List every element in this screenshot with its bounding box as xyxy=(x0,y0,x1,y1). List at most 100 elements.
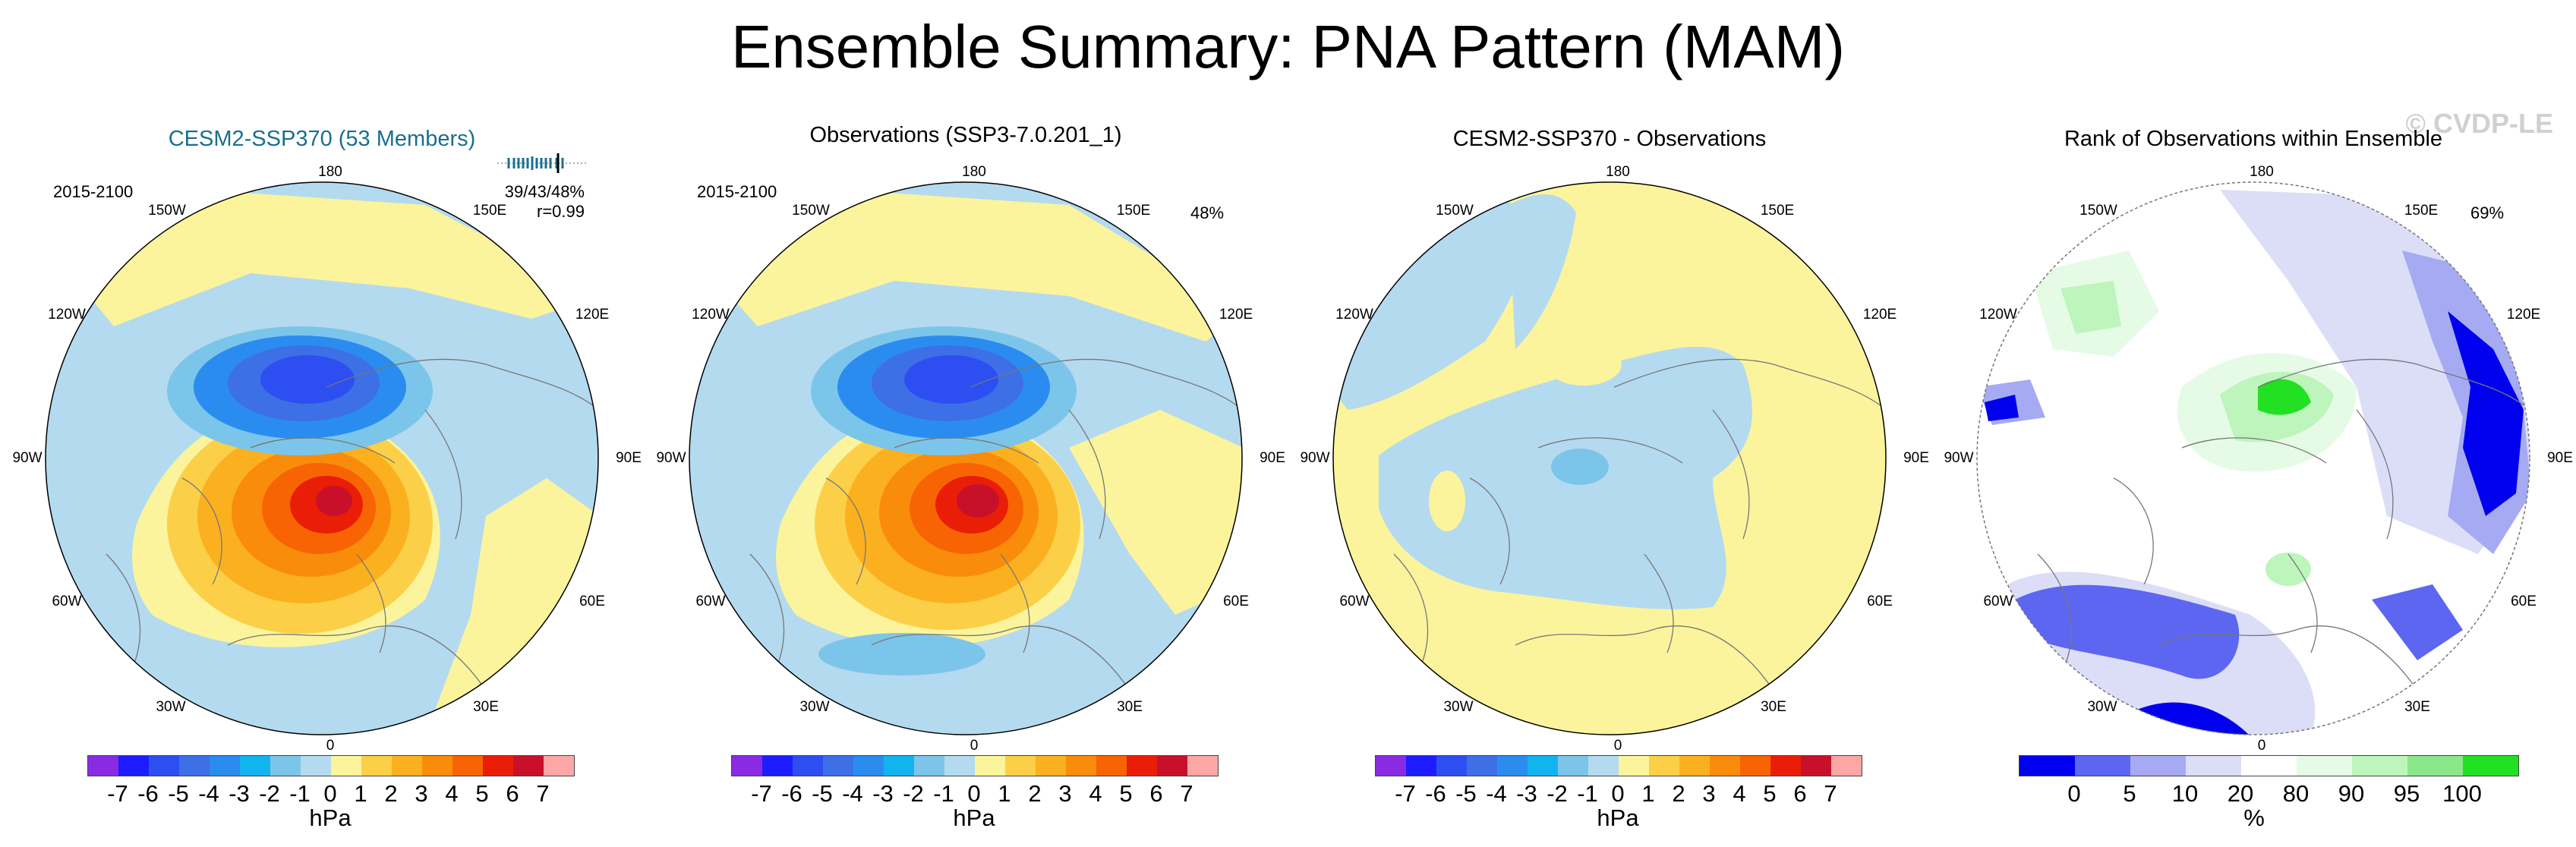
colorbar-tick-label: -2 xyxy=(259,780,280,807)
colorbar-swatch xyxy=(88,756,118,776)
colorbar-tick-label: 6 xyxy=(506,780,519,807)
lon-label-60e: 60E xyxy=(1223,594,1249,609)
lon-label-150w: 150W xyxy=(792,203,830,219)
colorbar-swatch xyxy=(2297,756,2352,776)
percent-label: 69% xyxy=(2470,203,2505,222)
colorbar-swatch xyxy=(2019,756,2075,776)
colorbar-swatch xyxy=(975,756,1005,776)
percent-label: 48% xyxy=(1190,203,1225,222)
colorbar-tick-label: 80 xyxy=(2282,780,2310,807)
panel-rank: Rank of Observations within Ensemble 69% xyxy=(1931,114,2575,847)
ensemble-strip-icon xyxy=(497,153,588,173)
panel-title: CESM2-SSP370 - Observations xyxy=(1452,127,1767,151)
colorbar-tick-label: -3 xyxy=(872,780,894,807)
lon-label-30e: 30E xyxy=(2404,699,2430,715)
colorbar-tick-label: -1 xyxy=(1577,780,1598,807)
colorbar-swatch xyxy=(762,756,793,776)
lon-label-150e: 150E xyxy=(1760,203,1795,219)
lon-label-120e: 120E xyxy=(1219,307,1253,323)
lon-label-30e: 30E xyxy=(1117,699,1143,715)
ensemble-stats: 39/43/48% r=0.99 xyxy=(486,182,585,222)
colorbar-swatch xyxy=(118,756,149,776)
lon-label-60w: 60W xyxy=(1339,594,1370,609)
lon-label-90e: 90E xyxy=(1260,450,1285,466)
colorbar-tick-label: -4 xyxy=(198,780,219,807)
colorbar-swatch xyxy=(1096,756,1127,776)
colorbar-swatch xyxy=(793,756,823,776)
lon-label-30w: 30W xyxy=(799,699,830,715)
colorbar-swatch xyxy=(513,756,544,776)
colorbar-swatch xyxy=(1801,756,1831,776)
lon-label-0: 0 xyxy=(970,738,979,754)
polar-map xyxy=(1976,181,2530,735)
colorbar-tick-label: 6 xyxy=(1793,780,1807,807)
colorbar-tick-label: 2 xyxy=(384,780,398,807)
colorbar-tick-label: -2 xyxy=(1547,780,1568,807)
colorbar xyxy=(1375,755,1862,776)
lon-label-180: 180 xyxy=(1606,164,1630,180)
colorbar-tick-label: -5 xyxy=(168,780,189,807)
colorbar-tick-label: 3 xyxy=(1702,780,1716,807)
lon-label-120w: 120W xyxy=(1335,307,1373,323)
colorbar-swatch xyxy=(483,756,513,776)
colorbar-swatch xyxy=(1497,756,1528,776)
colorbar-tick-label: -1 xyxy=(289,780,311,807)
colorbar-tick-label: 0 xyxy=(1611,780,1625,807)
panel-title: Observations (SSP3-7.0.201_1) xyxy=(809,123,1122,147)
colorbar-tick-label: -7 xyxy=(107,780,128,807)
colorbar-swatch xyxy=(1467,756,1497,776)
colorbar-swatch xyxy=(853,756,884,776)
colorbar-swatch xyxy=(2186,756,2241,776)
colorbar-swatch xyxy=(1436,756,1467,776)
colorbar-swatch xyxy=(240,756,270,776)
lon-label-120w: 120W xyxy=(1979,307,2017,323)
lon-label-90w: 90W xyxy=(12,450,43,466)
lon-label-30e: 30E xyxy=(1761,699,1786,715)
colorbar-unit: hPa xyxy=(953,804,995,831)
colorbar-tick-label: -1 xyxy=(933,780,954,807)
colorbar-swatch xyxy=(331,756,361,776)
lon-label-30e: 30E xyxy=(473,699,499,715)
lon-label-150w: 150W xyxy=(2079,203,2117,219)
colorbar-swatch xyxy=(422,756,452,776)
colorbar-tick-label: 4 xyxy=(445,780,459,807)
colorbar-tick-label: 7 xyxy=(536,780,550,807)
colorbar-swatch xyxy=(179,756,210,776)
colorbar-swatch xyxy=(823,756,853,776)
ensemble-summary: 39/43/48% xyxy=(504,182,585,201)
colorbar-swatch xyxy=(2241,756,2297,776)
colorbar-swatch xyxy=(210,756,240,776)
colorbar xyxy=(2019,755,2519,776)
period-label: 2015-2100 xyxy=(697,182,777,201)
lon-label-0: 0 xyxy=(1613,738,1622,754)
colorbar-swatch xyxy=(1619,756,1649,776)
colorbar-tick-label: 1 xyxy=(1641,780,1655,807)
pattern-correlation: r=0.99 xyxy=(537,202,585,221)
colorbar-tick-label: -5 xyxy=(1455,780,1477,807)
colorbar-swatch xyxy=(1406,756,1436,776)
polar-map xyxy=(45,181,599,735)
colorbar-swatch xyxy=(1036,756,1066,776)
colorbar-tick-label: 1 xyxy=(998,780,1011,807)
colorbar-tick-label: 1 xyxy=(354,780,367,807)
lon-label-0: 0 xyxy=(2257,738,2266,754)
colorbar-swatch xyxy=(1831,756,1862,776)
colorbar-swatch xyxy=(1066,756,1096,776)
colorbar-tick-label: -2 xyxy=(903,780,924,807)
colorbar-tick-label: 0 xyxy=(323,780,337,807)
lon-label-60w: 60W xyxy=(52,594,82,609)
lon-label-120e: 120E xyxy=(575,307,610,323)
colorbar-swatch xyxy=(1710,756,1740,776)
colorbar-swatch xyxy=(544,756,574,776)
colorbar-swatch xyxy=(2130,756,2186,776)
colorbar-unit: % xyxy=(2243,804,2265,831)
lon-label-120e: 120E xyxy=(2506,307,2541,323)
colorbar-swatch xyxy=(2352,756,2407,776)
colorbar xyxy=(87,755,575,776)
colorbar-swatch xyxy=(1157,756,1187,776)
lon-label-150w: 150W xyxy=(148,203,186,219)
colorbar-swatch xyxy=(732,756,762,776)
colorbar-tick-label: -4 xyxy=(842,780,863,807)
lon-label-60e: 60E xyxy=(1867,594,1893,609)
colorbar-swatch xyxy=(2463,756,2518,776)
